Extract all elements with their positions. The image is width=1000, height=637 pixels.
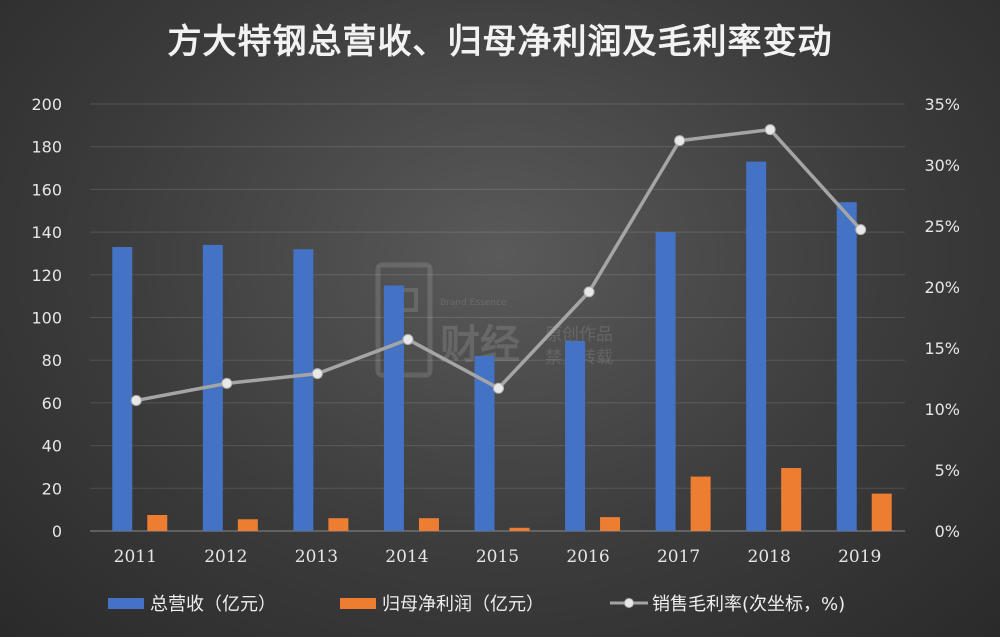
y-left-tick-label: 120 [31, 266, 62, 285]
profit-bar [781, 468, 802, 531]
margin-point [311, 368, 323, 380]
margin-point [674, 135, 686, 147]
legend-label: 归母净利润（亿元） [382, 594, 544, 615]
x-tick-label: 2011 [114, 547, 157, 567]
profit-bar [600, 517, 621, 531]
y-left-tick-label: 20 [42, 479, 62, 498]
margin-point [402, 333, 414, 345]
y-right-tick-label: 35% [924, 95, 960, 114]
legend: 总营收（亿元） 归母净利润（亿元） 销售毛利率(次坐标，%) [108, 594, 845, 615]
legend-label: 销售毛利率(次坐标，%) [652, 594, 845, 615]
legend-label: 总营收（亿元） [150, 594, 276, 615]
legend-swatch [108, 598, 144, 609]
revenue-bar [202, 244, 223, 531]
y-left-tick-label: 160 [31, 180, 62, 199]
margin-point [764, 124, 776, 136]
y-left-tick-label: 100 [31, 309, 62, 328]
y-right-tick-label: 0% [935, 522, 960, 541]
y-right-tick-label: 30% [924, 156, 960, 175]
y-right-tick-label: 20% [924, 278, 960, 297]
x-tick-label: 2013 [295, 547, 338, 567]
y-left-tick-label: 60 [42, 394, 62, 413]
gridlines [90, 103, 905, 532]
x-tick-label: 2019 [838, 547, 881, 567]
chart-title: 方大特钢总营收、归母净利润及毛利率变动 [167, 22, 833, 62]
legend-swatch-marker [624, 598, 634, 608]
revenue-bar [293, 249, 314, 531]
y-left-tick-label: 0 [52, 522, 62, 541]
y-left-tick-label: 140 [31, 223, 62, 242]
watermark-line1: 原创作品 [545, 325, 613, 345]
x-tick-label: 2016 [566, 547, 609, 567]
revenue-bar [836, 202, 857, 531]
y-left-tick-label: 180 [31, 138, 62, 157]
revenue-bar [112, 247, 133, 532]
revenue-bar [383, 285, 404, 531]
x-tick-label: 2018 [748, 547, 791, 567]
x-tick-label: 2014 [385, 547, 428, 567]
profit-bar [509, 527, 530, 531]
profit-bar [147, 514, 168, 531]
profit-bar [871, 493, 892, 531]
y-right-tick-label: 15% [924, 339, 960, 358]
legend-swatch [340, 598, 376, 609]
y-right-tick-label: 5% [935, 461, 960, 480]
left-axis-ticks: 0 20 40 60 80 100 120 140 160 180 200 [31, 95, 62, 541]
y-right-tick-label: 25% [924, 217, 960, 236]
right-axis-ticks: 0% 5% 10% 15% 20% 25% 30% 35% [924, 95, 960, 541]
profit-bar [237, 519, 258, 531]
profit-bar [690, 476, 711, 531]
y-left-tick-label: 80 [42, 351, 62, 370]
y-left-tick-label: 200 [31, 95, 62, 114]
profit-bar [328, 518, 349, 531]
x-tick-label: 2012 [204, 547, 247, 567]
x-tick-label: 2017 [657, 547, 700, 567]
profit-bar [418, 518, 439, 531]
x-tick-label: 2015 [476, 547, 519, 567]
revenue-bar [746, 161, 767, 531]
revenue-bar [655, 232, 676, 531]
x-axis-ticks: 2011 2012 2013 2014 2015 2016 2017 2018 2019 [114, 547, 882, 567]
y-right-tick-label: 10% [924, 400, 960, 419]
watermark-brand: Brand Essence [440, 298, 507, 308]
margin-point [130, 394, 142, 406]
margin-point [221, 377, 233, 389]
revenue-bar [474, 355, 495, 531]
revenue-bar [565, 340, 586, 531]
margin-point [583, 286, 595, 298]
y-left-tick-label: 40 [42, 437, 62, 456]
margin-point [855, 224, 867, 236]
margin-point [493, 382, 504, 394]
margin-line [130, 124, 867, 406]
